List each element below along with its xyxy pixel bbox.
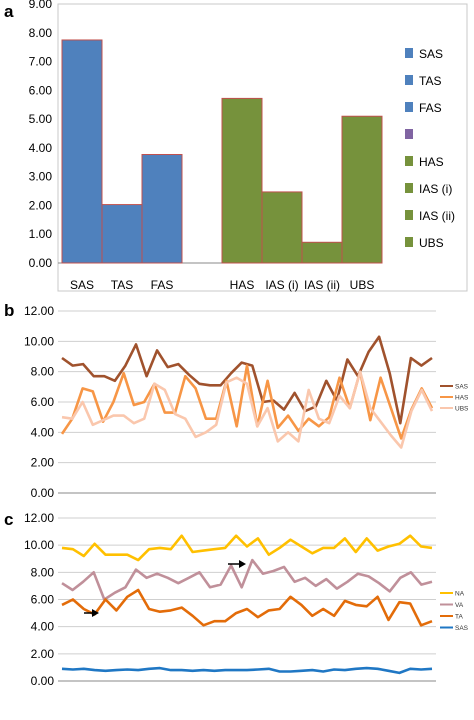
panel-c-legend: NA VA TA SAS bbox=[440, 591, 469, 632]
panel-b-ytick-label: 12.00 bbox=[24, 304, 54, 318]
panel-a-category-label: IAS (ii) bbox=[304, 278, 340, 292]
panel-a-ytick-label: 0.00 bbox=[29, 256, 53, 270]
panel-c-annotation-arrows bbox=[84, 560, 246, 617]
panel-a-legend-label: IAS (ii) bbox=[419, 209, 455, 223]
panel-a-ytick-label: 1.00 bbox=[29, 227, 53, 241]
panel-a-legend-swatch bbox=[405, 237, 413, 247]
arrow-head-1-icon bbox=[239, 560, 246, 568]
panel-b-legend-label: UBS bbox=[455, 406, 469, 413]
panel-b-legend: SAS HAS UBS bbox=[440, 384, 469, 413]
panel-b-line-chart: b 0.00 2.00 4.00 6.00 8.00 10.00 12.00 SAS HAS U… bbox=[4, 301, 469, 500]
panel-a-legend-swatch bbox=[405, 48, 413, 58]
panel-a-ytick-label: 4.00 bbox=[29, 141, 53, 155]
panel-c-line-chart: c 0.00 2.00 4.00 6.00 8.00 10.00 12.00 NA VA TA S… bbox=[4, 510, 469, 688]
bar-ias-ii bbox=[301, 241, 343, 264]
panel-c-legend-label: TA bbox=[455, 614, 463, 621]
panel-c-ytick-label: 0.00 bbox=[31, 674, 55, 688]
panel-a-category-label: SAS bbox=[70, 278, 94, 292]
panel-a-legend-swatch bbox=[405, 102, 413, 112]
panel-b-legend-label: SAS bbox=[455, 384, 469, 391]
panel-c-gridlines: 0.00 2.00 4.00 6.00 8.00 10.00 12.00 bbox=[24, 511, 436, 688]
panel-a-ytick-label: 3.00 bbox=[29, 170, 53, 184]
panel-b-ytick-label: 10.00 bbox=[24, 334, 54, 348]
bar-has bbox=[221, 97, 263, 264]
panel-a-ytick-label: 9.00 bbox=[29, 0, 53, 11]
panel-c-ytick-label: 4.00 bbox=[31, 620, 55, 634]
bar-ias-i bbox=[261, 191, 303, 264]
panel-a-legend-swatch bbox=[405, 156, 413, 166]
panel-a-category-label: IAS (i) bbox=[265, 278, 298, 292]
panel-a-legend-label: UBS bbox=[419, 236, 444, 250]
panel-a-legend-swatch bbox=[405, 75, 413, 85]
panel-b-letter: b bbox=[4, 301, 14, 320]
panel-a-ytick-label: 7.00 bbox=[29, 55, 53, 69]
panel-b-ytick-label: 2.00 bbox=[31, 456, 55, 470]
panel-b-ytick-label: 8.00 bbox=[31, 365, 55, 379]
panel-c-ytick-label: 8.00 bbox=[31, 565, 55, 579]
panel-a-category-label: HAS bbox=[230, 278, 255, 292]
panel-a-bars: SAS TAS FAS HAS IAS (i) IAS (ii) UBS bbox=[61, 39, 383, 292]
panel-a-ytick-label: 2.00 bbox=[29, 198, 53, 212]
panel-a-legend-label: TAS bbox=[419, 74, 441, 88]
panel-c-series-sas bbox=[61, 666, 433, 675]
panel-a-ytick-label: 5.00 bbox=[29, 112, 53, 126]
panel-a-legend-swatch bbox=[405, 183, 413, 193]
panel-b-ytick-label: 6.00 bbox=[31, 395, 55, 409]
panel-b-series-ubs bbox=[61, 370, 434, 449]
panel-c-legend-label: VA bbox=[455, 602, 464, 609]
panel-c-letter: c bbox=[4, 510, 13, 529]
panel-a-legend-swatch bbox=[405, 129, 413, 139]
panel-c-legend-label: NA bbox=[455, 591, 465, 598]
panel-a-ytick-label: 8.00 bbox=[29, 26, 53, 40]
panel-a-chart-border bbox=[57, 3, 468, 292]
panel-c-series-na bbox=[61, 534, 433, 562]
panel-b-ytick-label: 4.00 bbox=[31, 425, 55, 439]
panel-a-legend-label: SAS bbox=[419, 47, 443, 61]
panel-b-series-lines bbox=[60, 335, 434, 449]
panel-c-legend-label: SAS bbox=[455, 625, 469, 632]
panel-a-ytick-label: 6.00 bbox=[29, 83, 53, 97]
bar-tas bbox=[101, 204, 143, 264]
panel-b-ytick-label: 0.00 bbox=[31, 486, 55, 500]
panel-a-legend-label: FAS bbox=[419, 101, 442, 115]
panel-b-series-has bbox=[60, 364, 434, 440]
panel-c-ytick-label: 12.00 bbox=[24, 511, 54, 525]
panel-a-category-label: TAS bbox=[111, 278, 133, 292]
bar-sas bbox=[61, 39, 103, 264]
panel-b-legend-label: HAS bbox=[455, 395, 469, 402]
panel-c-series-lines bbox=[61, 534, 433, 675]
arrow-head-2-icon bbox=[92, 609, 99, 617]
panel-a-category-label: UBS bbox=[350, 278, 375, 292]
panel-c-series-va bbox=[61, 558, 433, 601]
panel-a-legend-swatch bbox=[405, 210, 413, 220]
panel-a-legend-label: HAS bbox=[419, 155, 444, 169]
panel-b-series-sas bbox=[61, 335, 433, 425]
panel-c-series-ta bbox=[61, 588, 433, 627]
bar-ubs bbox=[341, 115, 383, 264]
panel-a-letter: a bbox=[4, 2, 14, 21]
panel-c-ytick-label: 10.00 bbox=[24, 538, 54, 552]
panel-a-bar-chart: a 0.00 1.00 2.00 3.00 4.00 5.00 6.00 7.00 8.00 9.… bbox=[4, 0, 468, 292]
panel-c-ytick-label: 2.00 bbox=[31, 647, 55, 661]
bar-fas bbox=[141, 154, 183, 264]
panel-a-legend: SAS TAS FAS HAS IAS (i) IAS (ii) UBS bbox=[405, 47, 455, 250]
panel-a-legend-label: IAS (i) bbox=[419, 182, 452, 196]
panel-a-category-label: FAS bbox=[151, 278, 174, 292]
panel-c-ytick-label: 6.00 bbox=[31, 593, 55, 607]
